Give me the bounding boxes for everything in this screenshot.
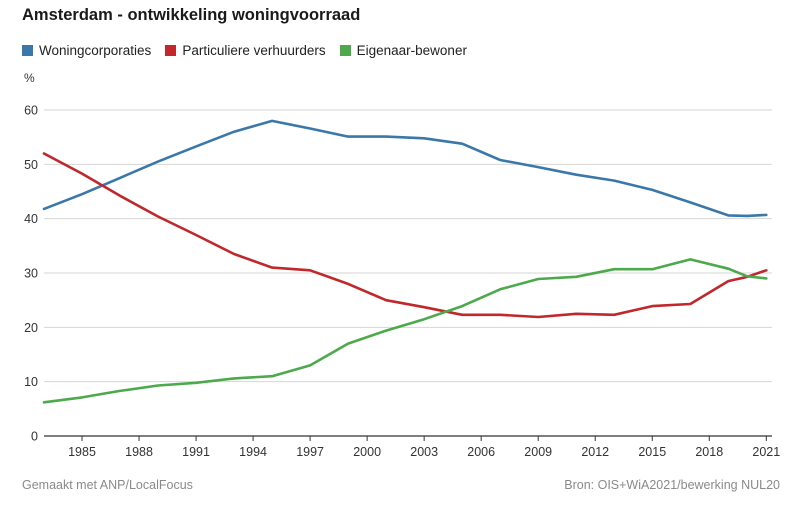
series-line-particuliere-verhuurders [42, 152, 768, 319]
x-tick-label-2012: 2012 [581, 445, 609, 459]
series-line-eigenaar-bewoner [42, 258, 768, 404]
x-tick-label-1988: 1988 [125, 445, 153, 459]
legend-label-particuliere-verhuurders: Particuliere verhuurders [182, 43, 326, 58]
legend-item-particuliere-verhuurders[interactable]: Particuliere verhuurders [165, 43, 326, 58]
chart-title: Amsterdam - ontwikkeling woningvoorraad [22, 6, 361, 24]
legend-item-eigenaar-bewoner[interactable]: Eigenaar-bewoner [339, 43, 467, 58]
x-tick-label-1991: 1991 [182, 445, 210, 459]
x-tick-label-2006: 2006 [467, 445, 495, 459]
x-tick-label-2015: 2015 [638, 445, 666, 459]
legend-label-woningcorporaties: Woningcorporaties [39, 43, 152, 58]
x-tick-label-1997: 1997 [296, 445, 324, 459]
y-axis-unit-label: % [24, 71, 35, 85]
legend: Woningcorporaties Particuliere verhuurde… [22, 43, 481, 58]
legend-swatch-eigenaar-bewoner [339, 45, 351, 56]
x-tick-label-1994: 1994 [239, 445, 267, 459]
y-tick-label-0: 0 [31, 430, 38, 444]
x-tick-label-2003: 2003 [410, 445, 438, 459]
x-tick-label-2021: 2021 [752, 445, 780, 459]
x-tick-label-2018: 2018 [695, 445, 723, 459]
y-tick-label-50: 50 [24, 158, 38, 172]
x-tick-label-2009: 2009 [524, 445, 552, 459]
y-tick-label-20: 20 [24, 321, 38, 335]
legend-swatch-woningcorporaties [22, 45, 33, 56]
y-tick-label-60: 60 [24, 104, 38, 118]
series-line-woningcorporaties [42, 119, 768, 218]
x-tick-label-1985: 1985 [68, 445, 96, 459]
x-tick-label-2000: 2000 [353, 445, 381, 459]
y-tick-label-30: 30 [24, 267, 38, 281]
legend-label-eigenaar-bewoner: Eigenaar-bewoner [356, 43, 467, 58]
footer-made-with: Gemaakt met ANP/LocalFocus [22, 478, 193, 492]
legend-item-woningcorporaties[interactable]: Woningcorporaties [22, 43, 151, 58]
footer-source: Bron: OIS+WiA2021/bewerking NUL20 [564, 478, 780, 492]
legend-swatch-particuliere-verhuurders [165, 45, 177, 56]
y-tick-label-40: 40 [24, 212, 38, 226]
y-tick-label-10: 10 [24, 375, 38, 389]
